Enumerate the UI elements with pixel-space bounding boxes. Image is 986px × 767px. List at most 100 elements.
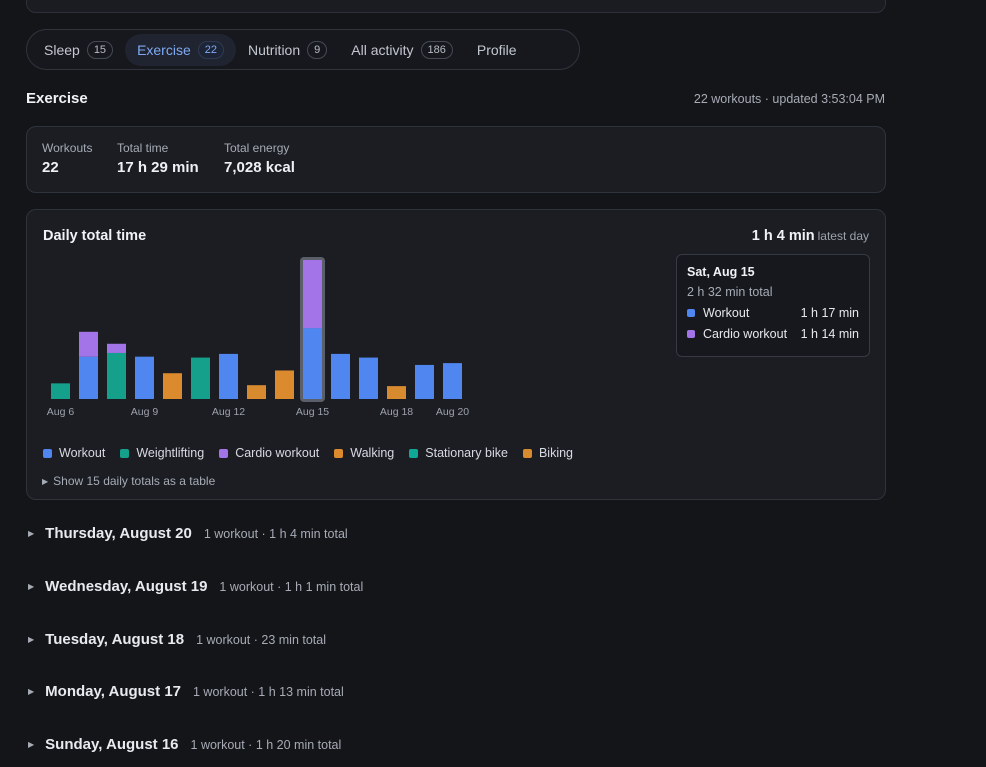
latest-day-label: latest day [817, 229, 869, 243]
section-meta: 22 workouts · updated 3:53:04 PM [693, 92, 885, 106]
bar-segment-cardio-workout[interactable] [79, 331, 98, 357]
x-tick-label: Aug 12 [212, 406, 245, 418]
bar-segment-workout[interactable] [135, 356, 154, 399]
x-tick-label: Aug 20 [436, 406, 469, 418]
toggle-label: Show 15 daily totals as a table [53, 474, 216, 488]
bar-segment-weightlifting[interactable] [51, 383, 70, 399]
bar-segment-workout[interactable] [219, 353, 238, 399]
bar-segment-walking[interactable] [275, 370, 294, 399]
tooltip-date: Sat, Aug 15 [687, 265, 755, 279]
swatch [43, 448, 52, 458]
x-tick-label: Aug 6 [47, 406, 75, 418]
legend-item-workout: Workout [43, 446, 105, 460]
tab-sleep[interactable]: Sleep 15 [32, 34, 125, 66]
tab-count-badge: 186 [420, 40, 453, 59]
day-row-aug-17[interactable]: ▶ Monday, August 17 1 workout · 1 h 13 m… [28, 683, 344, 700]
legend-label: Stationary bike [425, 446, 508, 460]
bar-segment-cardio-workout[interactable] [107, 343, 126, 353]
day-title: Wednesday, August 19 [45, 578, 208, 595]
stat-value: 7,028 kcal [224, 159, 295, 176]
tooltip-row-value: 1 h 17 min [800, 306, 859, 320]
x-tick-label: Aug 15 [296, 406, 329, 418]
stat-label: Workouts [42, 141, 93, 155]
tab-profile[interactable]: Profile [465, 34, 529, 66]
tooltip-row-label: Cardio workout [703, 327, 788, 341]
previous-card-edge [26, 0, 886, 13]
stat-total-time: Total time 17 h 29 min [117, 141, 199, 176]
expand-triangle-icon: ▶ [28, 582, 35, 591]
day-row-aug-16[interactable]: ▶ Sunday, August 16 1 workout · 1 h 20 m… [28, 736, 341, 753]
daily-total-chart: Aug 6 Aug 9 Aug 12 Aug 15 Aug 18 Aug 20 [47, 257, 469, 418]
tooltip-row: Cardio workout 1 h 14 min [687, 327, 859, 341]
tab-count-badge: 15 [86, 40, 114, 59]
expand-triangle-icon: ▶ [28, 635, 35, 644]
bar-segment-workout[interactable] [415, 364, 434, 399]
section-title: Exercise [26, 90, 88, 107]
legend-label: Walking [350, 446, 395, 460]
expand-triangle-icon: ▶ [28, 529, 35, 538]
legend-label: Workout [59, 446, 106, 460]
bar-segment-workout[interactable] [303, 328, 322, 399]
bar-segment-weightlifting[interactable] [191, 357, 210, 399]
tab-bar: Sleep 15 Exercise 22 Nutrition 9 All act… [26, 29, 580, 70]
bar-segment-workout[interactable] [79, 356, 98, 399]
day-meta: 1 workout · 1 h 4 min total [203, 527, 348, 541]
chart-legend: Workout Weightlifting Cardio workout Wal… [43, 446, 588, 460]
legend-item-biking: Biking [522, 446, 573, 460]
chart-title: Daily total time [43, 228, 147, 244]
stats-card: Workouts 22 Total time 17 h 29 min Total… [26, 126, 886, 193]
latest-day-value: 1 h 4 min [751, 228, 815, 244]
tab-count-badge: 9 [307, 40, 328, 59]
bar-segment-biking[interactable] [247, 385, 266, 399]
swatch [120, 448, 130, 458]
day-row-aug-20[interactable]: ▶ Thursday, August 20 1 workout · 1 h 4 … [28, 525, 348, 542]
stat-label: Total time [117, 141, 169, 155]
latest-day-total: 1 h 4 min latest day [752, 228, 869, 244]
legend-item-cardio-workout: Cardio workout [219, 446, 319, 460]
bar-segment-workout[interactable] [331, 353, 350, 399]
swatch [687, 309, 695, 317]
bar-segment-workout[interactable] [359, 357, 378, 399]
day-meta: 1 workout · 1 h 1 min total [219, 580, 364, 594]
bar-segment-weightlifting[interactable] [107, 352, 126, 399]
bar-segment-walking[interactable] [163, 373, 182, 399]
tab-nutrition[interactable]: Nutrition 9 [236, 34, 339, 66]
stat-label: Total energy [224, 141, 290, 155]
bar-segment-workout[interactable] [443, 363, 462, 399]
stat-workouts: Workouts 22 [42, 141, 92, 176]
tab-count-badge: 22 [197, 40, 224, 59]
legend-label: Biking [538, 446, 573, 460]
legend-item-walking: Walking [334, 446, 394, 460]
tooltip-row: Workout 1 h 17 min [687, 306, 859, 320]
legend-item-weightlifting: Weightlifting [120, 446, 204, 460]
stat-total-energy: Total energy 7,028 kcal [224, 141, 295, 176]
day-meta: 1 workout · 1 h 13 min total [193, 685, 344, 699]
day-title: Tuesday, August 18 [45, 631, 185, 648]
tab-label: All activity [351, 41, 414, 58]
tooltip-row-label: Workout [703, 306, 750, 320]
swatch [334, 448, 344, 458]
expand-triangle-icon: ▶ [42, 477, 49, 486]
x-tick-label: Aug 9 [131, 406, 159, 418]
legend-label: Cardio workout [235, 446, 320, 460]
expand-triangle-icon: ▶ [28, 687, 35, 696]
day-row-aug-18[interactable]: ▶ Tuesday, August 18 1 workout · 23 min … [28, 631, 326, 648]
bar-segment-cardio-workout[interactable] [303, 260, 322, 329]
tab-all-activity[interactable]: All activity 186 [339, 34, 465, 66]
day-meta: 1 workout · 23 min total [196, 633, 326, 647]
tab-label: Profile [476, 41, 517, 58]
bar-segment-biking[interactable] [387, 386, 406, 399]
show-table-toggle[interactable]: ▶ Show 15 daily totals as a table [42, 474, 215, 488]
day-title: Sunday, August 16 [45, 736, 179, 753]
tab-exercise[interactable]: Exercise 22 [125, 33, 236, 66]
swatch [219, 448, 229, 458]
stat-value: 22 [42, 159, 59, 176]
day-row-aug-19[interactable]: ▶ Wednesday, August 19 1 workout · 1 h 1… [28, 578, 363, 595]
legend-label: Weightlifting [136, 446, 205, 460]
x-tick-label: Aug 18 [380, 406, 413, 418]
day-title: Thursday, August 20 [45, 525, 192, 542]
stat-value: 17 h 29 min [117, 159, 199, 176]
tab-label: Sleep [44, 41, 80, 58]
chart-tooltip: Sat, Aug 15 2 h 32 min total Workout 1 h… [676, 254, 870, 357]
tab-label: Nutrition [248, 41, 301, 58]
